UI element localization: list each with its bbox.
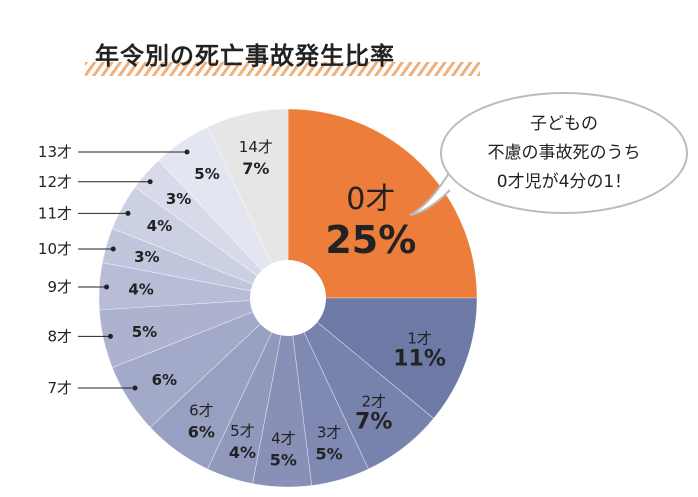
category-label: 1才 bbox=[407, 329, 432, 347]
value-label: 11% bbox=[393, 346, 446, 371]
category-label: 3才 bbox=[317, 424, 342, 442]
category-label: 5才 bbox=[230, 422, 255, 440]
annotation-line: 不慮の事故死のうち bbox=[487, 143, 641, 163]
annotation-line: 子どもの bbox=[530, 114, 598, 134]
category-label: 14才 bbox=[239, 138, 273, 156]
pie-slice bbox=[287, 108, 478, 299]
pie-slice bbox=[207, 108, 289, 299]
value-label: 6% bbox=[152, 371, 177, 389]
value-label: 25% bbox=[325, 218, 416, 262]
value-label: 3% bbox=[134, 248, 159, 266]
value-label: 3% bbox=[166, 190, 191, 208]
category-label: 11才 bbox=[38, 204, 72, 222]
value-label: 7% bbox=[242, 159, 269, 178]
pie-slice bbox=[287, 297, 478, 419]
value-label: 4% bbox=[229, 443, 256, 462]
value-label: 6% bbox=[188, 422, 215, 441]
category-label: 2才 bbox=[361, 393, 386, 411]
value-label: 5% bbox=[194, 165, 219, 183]
value-label: 4% bbox=[128, 281, 153, 299]
value-label: 7% bbox=[355, 410, 392, 435]
annotation-line: 0才児が4分の1！ bbox=[496, 172, 632, 192]
bubble-tail bbox=[409, 167, 453, 216]
value-label: 4% bbox=[147, 217, 172, 235]
category-label: 0才 bbox=[346, 182, 395, 217]
category-label: 10才 bbox=[38, 240, 72, 258]
category-label: 8才 bbox=[47, 327, 72, 345]
title-underline bbox=[85, 62, 480, 76]
speech-bubble: 子どもの 不慮の事故死のうち 0才児が4分の1！ bbox=[440, 92, 688, 214]
category-label: 4才 bbox=[271, 429, 296, 447]
category-label: 9才 bbox=[47, 278, 72, 296]
category-label: 12才 bbox=[38, 173, 72, 191]
value-label: 5% bbox=[316, 445, 343, 464]
category-label: 6才 bbox=[189, 401, 214, 419]
value-label: 5% bbox=[132, 323, 157, 341]
value-label: 5% bbox=[270, 450, 297, 469]
pie-hole bbox=[250, 260, 326, 336]
category-label: 13才 bbox=[38, 143, 72, 161]
category-label: 7才 bbox=[47, 379, 72, 397]
chart-title: 年令別の死亡事故発生比率 bbox=[95, 42, 395, 70]
